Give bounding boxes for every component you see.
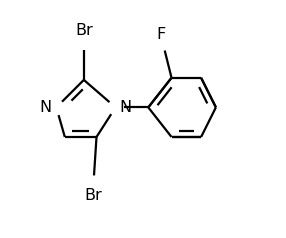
Text: N: N	[39, 100, 51, 115]
Text: Br: Br	[75, 23, 93, 38]
Text: F: F	[156, 27, 166, 42]
Text: N: N	[119, 100, 132, 115]
Text: Br: Br	[84, 188, 102, 203]
